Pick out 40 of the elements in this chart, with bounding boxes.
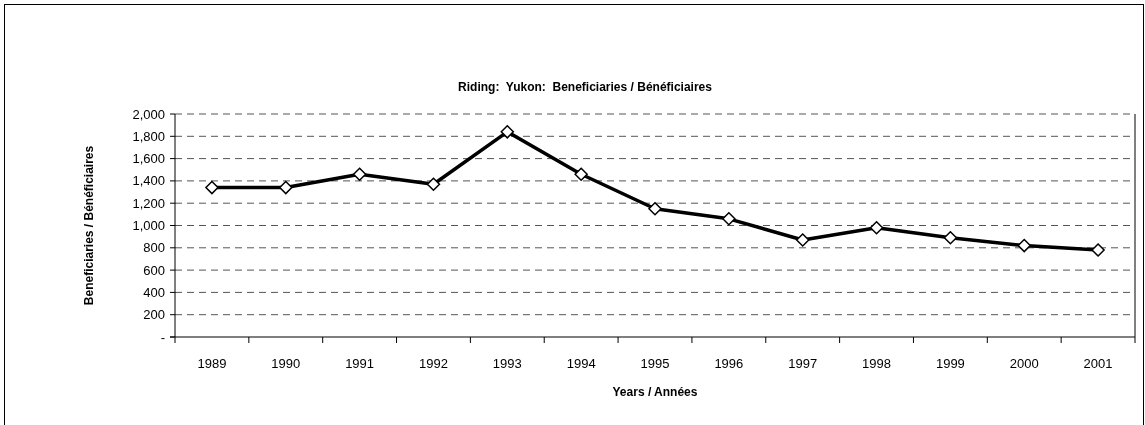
x-axis-title: Years / Années <box>612 385 698 399</box>
x-tick-label: 2001 <box>1083 356 1113 371</box>
y-tick-label: 1,400 <box>132 173 165 189</box>
x-tick-label: 1989 <box>197 356 227 371</box>
y-tick-label: 600 <box>143 262 165 278</box>
point <box>500 125 515 139</box>
x-tick-label: 1998 <box>862 356 891 371</box>
x-tick-label: 2000 <box>1009 356 1039 371</box>
y-tick-label: - <box>160 329 165 345</box>
y-tick-label: 800 <box>143 240 165 256</box>
x-tick-label: 1995 <box>640 356 670 371</box>
y-tick-label: 1,800 <box>132 128 165 144</box>
x-tick-label: 1996 <box>714 356 744 371</box>
y-tick-label: 1,600 <box>132 151 165 167</box>
y-tick-label: 400 <box>143 284 165 300</box>
point <box>205 180 219 195</box>
x-tick-label: 1997 <box>788 356 818 371</box>
x-tick-label: 1994 <box>566 356 596 371</box>
x-tick-label: 1992 <box>419 356 448 371</box>
x-tick-label: 1990 <box>271 356 301 371</box>
point <box>352 167 367 181</box>
y-tick-label: 200 <box>143 307 165 323</box>
point <box>426 177 441 191</box>
x-tick-label: 1991 <box>345 356 375 371</box>
y-tick-label: 2,000 <box>132 106 165 122</box>
y-axis-title: Beneficiaries / Bénéficiaires <box>82 145 96 306</box>
point <box>1017 238 1031 253</box>
point <box>795 233 810 247</box>
point <box>279 180 293 195</box>
point <box>648 202 662 216</box>
y-tick-label: 1,000 <box>132 218 165 234</box>
point <box>1091 243 1105 257</box>
point <box>869 220 884 235</box>
x-tick-label: 1999 <box>935 356 965 371</box>
point <box>574 167 588 181</box>
point <box>943 231 958 245</box>
y-tick-label: 1,200 <box>132 195 165 211</box>
chart-title: Riding: Yukon: Beneficiaries / Bénéficiaires <box>458 80 713 94</box>
point <box>722 212 736 226</box>
x-tick-label: 1993 <box>492 356 522 371</box>
